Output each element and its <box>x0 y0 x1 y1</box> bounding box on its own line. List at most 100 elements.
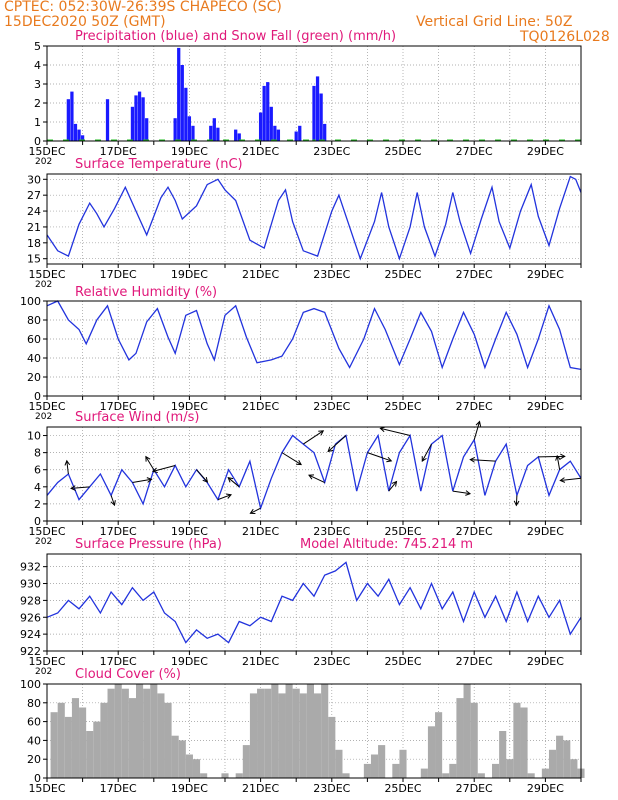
y-tick-label: 100 <box>20 678 41 691</box>
y-tick-label: 0 <box>34 515 41 528</box>
cloud-bar <box>427 726 436 778</box>
wind-arrow-head <box>421 456 427 463</box>
cloud-bar <box>378 745 386 778</box>
precip-bar <box>130 106 135 141</box>
cloud-bar <box>185 754 193 778</box>
cloud-bar <box>563 740 571 778</box>
wind-arrow-head <box>249 508 256 514</box>
y-tick-label: 8 <box>34 447 41 460</box>
wind-arrow-head <box>64 459 71 466</box>
x-tick-label: 29DEC <box>527 782 564 795</box>
snow-bar <box>312 139 316 141</box>
cloud-bar <box>200 773 208 778</box>
cloud-bar <box>470 702 478 778</box>
x-tick-label: 15DEC <box>28 655 65 668</box>
series-line <box>46 175 582 261</box>
precip-bar <box>298 125 302 141</box>
wind-arrow <box>152 464 176 472</box>
cloud-bar <box>292 688 300 778</box>
precip-bar <box>73 123 78 141</box>
y-tick-label: 930 <box>20 578 41 591</box>
wind-arrow <box>71 486 90 489</box>
cloud-bar <box>79 707 87 778</box>
panel-3: Surface Wind (m/s) 0 2 4 6 8 10 15DEC 17DEC 19DEC… <box>27 410 582 547</box>
x-tick-label: 21DEC <box>242 145 279 158</box>
wind-arrow <box>560 477 582 481</box>
precip-bar <box>80 135 85 141</box>
cloud-bar <box>392 763 400 778</box>
y-tick-label: 5 <box>34 40 41 53</box>
vertical-grid-note: Vertical Grid Line: 50Z <box>416 14 573 30</box>
wind-arrow-head <box>70 485 76 491</box>
x-tick-label: 25DEC <box>384 400 421 413</box>
y-tick-label: 6 <box>34 464 41 477</box>
cloud-bar <box>314 693 322 778</box>
wind-arrow <box>421 443 432 462</box>
wind-arrow-head <box>327 446 334 453</box>
panel-frame <box>46 426 582 522</box>
x-tick-label: 21DEC <box>242 655 279 668</box>
y-tick-label: 2 <box>34 97 41 110</box>
wind-arrow <box>308 474 325 483</box>
y-tick-label: 4 <box>34 481 41 494</box>
panel-1: Surface Temperature (nC) 15 18 21 24 27 30 15DE… <box>27 157 582 290</box>
wind-arrow <box>515 495 518 506</box>
wind-arrow <box>556 455 561 470</box>
wind-arrow-head <box>296 459 303 466</box>
wind-arrow-head <box>391 480 398 487</box>
y-tick-label: 1 <box>34 116 41 129</box>
x-year-label: 202 <box>35 280 52 290</box>
cloud-bar <box>570 759 578 778</box>
cloud-bar <box>513 702 521 778</box>
precip-bar <box>262 85 266 141</box>
wind-arrow <box>196 469 208 483</box>
cloud-bar <box>121 688 129 778</box>
cloud-bar <box>285 684 293 778</box>
cloud-bar <box>128 698 136 778</box>
precip-bar <box>276 129 281 141</box>
panel-title: Surface Wind (m/s) <box>75 410 199 425</box>
x-tick-label: 17DEC <box>100 145 137 158</box>
x-tick-label: 19DEC <box>171 525 208 538</box>
cloud-bar <box>257 688 265 778</box>
cloud-bar <box>399 749 407 778</box>
wind-arrow-head <box>110 500 116 507</box>
x-tick-label: 23DEC <box>313 782 350 795</box>
x-tick-label: 27DEC <box>456 145 493 158</box>
cloud-bar <box>527 773 535 778</box>
precip-bar <box>141 97 145 141</box>
cloud-bar <box>370 754 379 778</box>
cloud-bar <box>278 693 286 778</box>
wind-arrow <box>470 459 496 462</box>
precip-bar <box>294 131 298 141</box>
precip-bar <box>173 118 177 141</box>
wind-arrow-head <box>560 453 566 460</box>
x-year-label: 202 <box>35 537 52 547</box>
precip-bar <box>269 106 273 141</box>
precip-bar <box>315 76 320 141</box>
x-tick-label: 19DEC <box>171 782 208 795</box>
panel-0: Precipitation (blue) and Snow Fall (gree… <box>28 29 582 167</box>
y-tick-label: 20 <box>27 753 41 766</box>
panel-2: Relative Humidity (%) 0 20 40 60 80 100 15DEC 17… <box>20 285 582 422</box>
cloud-bar <box>306 684 314 778</box>
y-tick-label: 2 <box>34 498 41 511</box>
wind-arrow-head <box>227 477 234 483</box>
precip-bar <box>66 99 70 141</box>
x-tick-label: 23DEC <box>313 400 350 413</box>
wind-arrow <box>473 421 481 440</box>
cloud-bar <box>335 749 343 778</box>
panel-title: Relative Humidity (%) <box>75 285 217 300</box>
cloud-bar <box>57 702 65 778</box>
x-tick-label: 15DEC <box>28 525 65 538</box>
precip-bar <box>258 112 263 141</box>
y-tick-label: 4 <box>34 59 41 72</box>
x-tick-label: 19DEC <box>171 145 208 158</box>
panel-title: Surface Pressure (hPa) <box>75 537 222 552</box>
cloud-bar <box>321 684 329 778</box>
wind-arrow <box>388 481 397 492</box>
wind-arrow-head <box>475 420 482 427</box>
cloud-bar <box>492 763 500 778</box>
series-line <box>46 561 582 644</box>
cloud-bar <box>420 768 428 778</box>
